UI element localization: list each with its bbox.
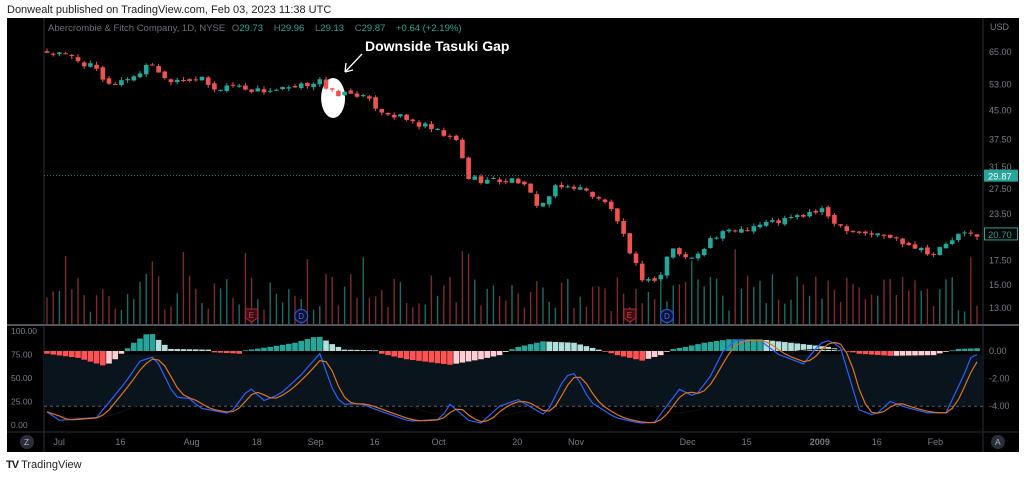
publisher-credit: Donwealt published on TradingView.com, F… [7, 4, 332, 16]
open-label: O [231, 23, 240, 34]
tradingview-logo: TV TradingView [6, 459, 82, 471]
high-value: 29.96 [280, 23, 305, 34]
close-value: 29.87 [361, 23, 386, 34]
symbol-title: Abercrombie & Fitch Company, 1D, NYSE [48, 23, 226, 34]
high-label: H [273, 23, 281, 34]
brand-label: TradingView [21, 459, 82, 471]
symbol-legend: Abercrombie & Fitch Company, 1D, NYSE O2… [48, 23, 466, 34]
close-label: C [354, 23, 362, 34]
tv-logo-icon: TV [6, 459, 19, 471]
change-value: +0.64 (+2.19%) [396, 23, 462, 34]
chart-frame[interactable] [7, 18, 1019, 452]
low-label: L [314, 23, 321, 34]
low-value: 29.13 [320, 23, 345, 34]
open-value: 29.73 [239, 23, 264, 34]
